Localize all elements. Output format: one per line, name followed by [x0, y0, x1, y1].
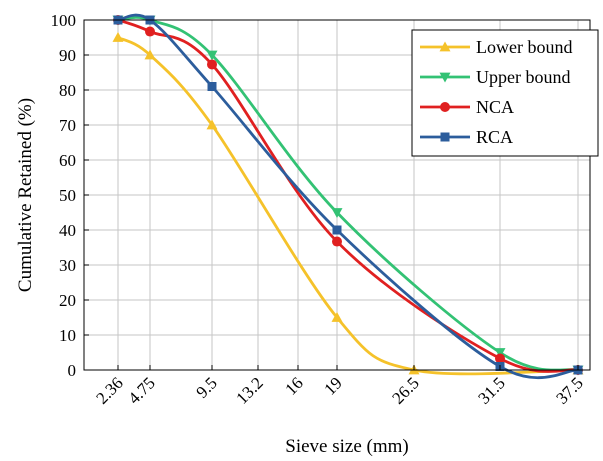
x-tick-label: 9.5: [192, 373, 220, 401]
legend-marker: [440, 102, 450, 112]
data-point: [332, 236, 342, 247]
y-tick-label: 100: [51, 11, 77, 30]
data-point: [331, 312, 343, 322]
x-tick-label: 26.5: [388, 373, 422, 407]
y-tick-label: 40: [59, 221, 76, 240]
data-point: [207, 59, 217, 70]
data-point: [494, 348, 506, 358]
data-point: [144, 49, 156, 60]
x-axis-title: Sieve size (mm): [285, 436, 408, 457]
data-point: [495, 353, 505, 364]
y-axis-title: Cumulative Retained (%): [15, 98, 36, 292]
legend-item: NCA: [420, 97, 514, 117]
data-point: [206, 50, 218, 61]
legend-marker: [440, 132, 450, 142]
x-tick-label: 16: [281, 373, 306, 398]
legend-item: Upper bound: [420, 67, 570, 87]
legend-label: NCA: [476, 97, 514, 117]
legend-label: Lower bound: [476, 37, 572, 57]
legend: Lower bound Upper bound NCA RCA: [411, 29, 599, 157]
data-point: [207, 82, 217, 91]
data-point: [145, 26, 155, 37]
x-tick-label: 37.5: [552, 373, 586, 407]
y-tick-label: 10: [59, 326, 76, 345]
x-tick-label: 2.36: [92, 373, 126, 407]
y-tick-label: 0: [68, 361, 77, 380]
y-tick-label: 20: [59, 291, 76, 310]
y-tick-label: 30: [59, 256, 76, 275]
data-point: [332, 225, 342, 235]
x-tick-label: 4.75: [124, 373, 158, 407]
legend-marker: [439, 72, 451, 83]
y-tick-label: 80: [59, 81, 76, 100]
y-tick-label: 60: [59, 151, 76, 170]
data-point: [331, 208, 343, 218]
y-tick-label: 90: [59, 46, 76, 65]
legend-item: RCA: [420, 127, 513, 147]
legend-marker: [439, 41, 451, 52]
legend-label: Upper bound: [476, 67, 570, 87]
legend-item: Lower bound: [420, 37, 572, 57]
y-axis-ticks: 0 10 20 30 40 50 60 70 80 90 100: [51, 11, 89, 380]
x-tick-label: 13.2: [232, 373, 266, 407]
data-point: [112, 32, 124, 42]
x-tick-label: 19: [320, 373, 345, 398]
legend-label: RCA: [476, 127, 513, 147]
y-tick-label: 50: [59, 186, 76, 205]
data-point: [206, 119, 218, 130]
y-tick-label: 70: [59, 116, 76, 135]
x-tick-label: 31.5: [474, 373, 508, 407]
